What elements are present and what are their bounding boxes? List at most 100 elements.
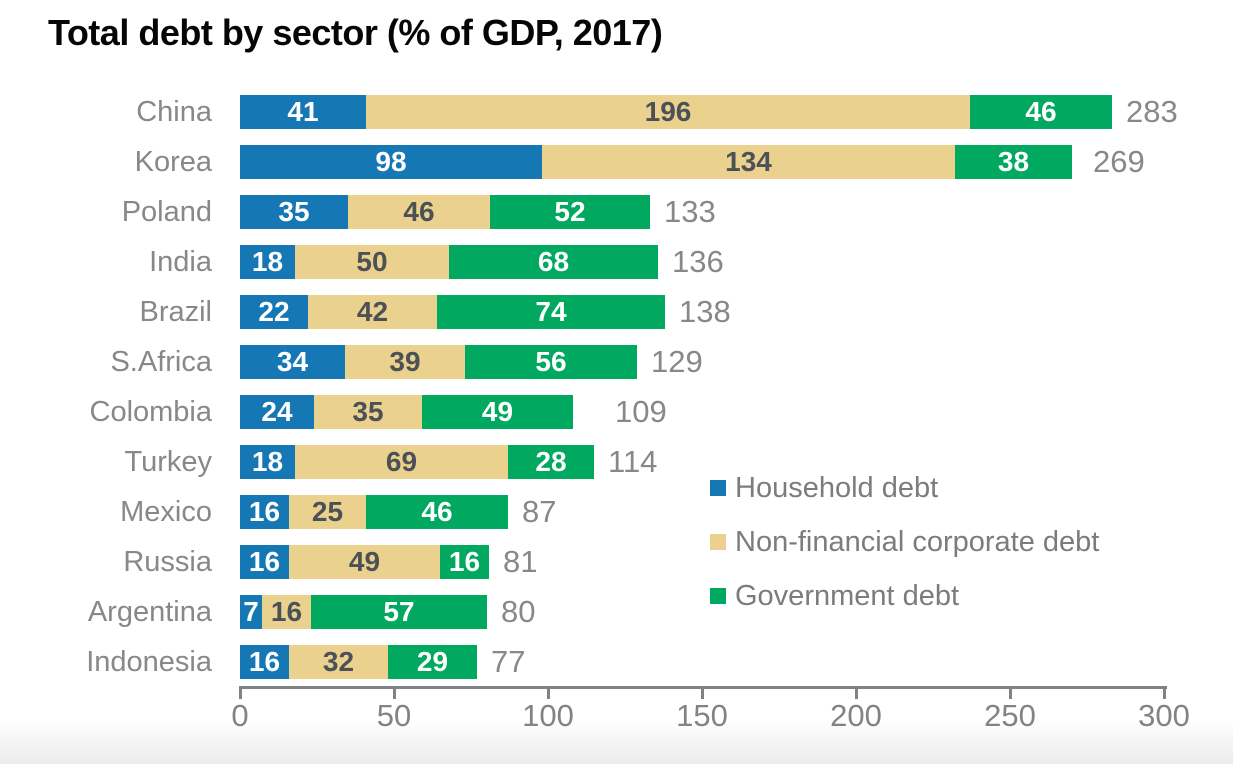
bar-segment-government-debt: 46 — [970, 95, 1112, 129]
bar-segment-household-debt: 16 — [240, 545, 289, 579]
category-label: Colombia — [89, 396, 213, 428]
stacked-bar: 34 39 56 129 — [240, 345, 703, 379]
axis-tick — [701, 686, 704, 699]
bar-row: China 41 196 46 283 — [0, 95, 1233, 129]
bar-segment-non-financial-corporate-debt: 35 — [314, 395, 422, 429]
bar-segment-government-debt: 16 — [440, 545, 489, 579]
bar-segment-non-financial-corporate-debt: 49 — [289, 545, 440, 579]
stacked-bar: 18 50 68 136 — [240, 245, 724, 279]
bar-row: Argentina 7 16 57 80 — [0, 595, 1233, 629]
bar-row: Indonesia 16 32 29 77 — [0, 645, 1233, 679]
bar-row: Brazil 22 42 74 138 — [0, 295, 1233, 329]
axis-tick — [1009, 686, 1012, 699]
bar-row: Turkey 18 69 28 114 — [0, 445, 1233, 479]
category-label: Korea — [134, 146, 212, 178]
bar-segment-household-debt: 16 — [240, 495, 289, 529]
total-label: 114 — [608, 444, 658, 479]
bar-segment-household-debt: 22 — [240, 295, 308, 329]
total-label: 109 — [615, 394, 667, 429]
total-label: 81 — [503, 544, 538, 579]
chart-title: Total debt by sector (% of GDP, 2017) — [48, 12, 663, 53]
stacked-bar: 7 16 57 80 — [240, 595, 535, 629]
category-label: Poland — [121, 196, 212, 228]
bar-segment-non-financial-corporate-debt: 134 — [542, 145, 955, 179]
axis-tick — [855, 686, 858, 699]
axis-tick-label: 300 — [1138, 698, 1190, 733]
bar-segment-household-debt: 18 — [240, 245, 295, 279]
legend: Household debt Non-financial corporate de… — [710, 472, 1099, 634]
legend-item: Non-financial corporate debt — [710, 526, 1099, 558]
axis-tick-label: 0 — [231, 698, 249, 733]
bar-segment-non-financial-corporate-debt: 42 — [308, 295, 437, 329]
bar-segment-government-debt: 28 — [508, 445, 594, 479]
bar-segment-non-financial-corporate-debt: 25 — [289, 495, 366, 529]
category-label: Russia — [123, 546, 212, 578]
stacked-bar: 22 42 74 138 — [240, 295, 731, 329]
total-label: 138 — [679, 294, 731, 329]
bar-row: Poland 35 46 52 133 — [0, 195, 1233, 229]
total-label: 136 — [672, 244, 724, 279]
bar-segment-household-debt: 16 — [240, 645, 289, 679]
bar-segment-household-debt: 7 — [240, 595, 262, 629]
stacked-bar: 16 49 16 81 — [240, 545, 537, 579]
category-label: Brazil — [139, 296, 212, 328]
bar-segment-non-financial-corporate-debt: 39 — [345, 345, 465, 379]
bar-segment-household-debt: 18 — [240, 445, 295, 479]
total-label: 77 — [491, 644, 526, 679]
category-label: Turkey — [124, 446, 212, 478]
legend-swatch-icon — [710, 480, 726, 496]
total-label: 269 — [1093, 144, 1145, 179]
category-label: India — [149, 246, 212, 278]
bar-segment-household-debt: 24 — [240, 395, 314, 429]
legend-label: Government debt — [735, 579, 960, 612]
stacked-bar: 18 69 28 114 — [240, 445, 657, 479]
axis-tick — [393, 686, 396, 699]
total-label: 133 — [664, 194, 716, 229]
category-label: Indonesia — [86, 646, 212, 678]
bar-segment-government-debt: 56 — [465, 345, 637, 379]
axis-tick — [547, 686, 550, 699]
category-label: China — [136, 96, 212, 128]
stacked-bar: 16 32 29 77 — [240, 645, 525, 679]
bar-segment-household-debt: 41 — [240, 95, 366, 129]
axis-tick-label: 100 — [522, 698, 574, 733]
legend-swatch-icon — [710, 534, 726, 550]
bar-row: Mexico 16 25 46 87 — [0, 495, 1233, 529]
total-label: 283 — [1126, 94, 1178, 129]
stacked-bar: 98 134 38 269 — [240, 145, 1145, 179]
legend-item: Household debt — [710, 472, 1099, 504]
bar-segment-household-debt: 35 — [240, 195, 348, 229]
bar-segment-household-debt: 34 — [240, 345, 345, 379]
bar-row: S.Africa 34 39 56 129 — [0, 345, 1233, 379]
bar-segment-government-debt: 49 — [422, 395, 573, 429]
bar-row: Russia 16 49 16 81 — [0, 545, 1233, 579]
legend-swatch-icon — [710, 588, 726, 604]
bar-row: Colombia 24 35 49 109 — [0, 395, 1233, 429]
total-label: 87 — [522, 494, 557, 529]
bar-segment-non-financial-corporate-debt: 50 — [295, 245, 449, 279]
bar-segment-government-debt: 52 — [490, 195, 650, 229]
category-label: Mexico — [120, 496, 212, 528]
legend-label: Household debt — [735, 471, 939, 504]
stacked-bar: 16 25 46 87 — [240, 495, 556, 529]
bar-segment-government-debt: 38 — [955, 145, 1072, 179]
bar-segment-government-debt: 57 — [311, 595, 487, 629]
axis-tick-label: 50 — [376, 698, 412, 733]
bar-row: India 18 50 68 136 — [0, 245, 1233, 279]
bar-segment-non-financial-corporate-debt: 196 — [366, 95, 970, 129]
stacked-bar: 35 46 52 133 — [240, 195, 716, 229]
bar-segment-non-financial-corporate-debt: 69 — [295, 445, 508, 479]
axis-tick-label: 150 — [676, 698, 728, 733]
axis-tick — [239, 686, 242, 699]
bar-segment-non-financial-corporate-debt: 46 — [348, 195, 490, 229]
bar-segment-household-debt: 98 — [240, 145, 542, 179]
bar-segment-non-financial-corporate-debt: 16 — [262, 595, 311, 629]
total-label: 129 — [651, 344, 703, 379]
axis-tick-label: 250 — [984, 698, 1036, 733]
stacked-bar: 41 196 46 283 — [240, 95, 1178, 129]
axis-tick-label: 200 — [830, 698, 882, 733]
legend-label: Non-financial corporate debt — [735, 525, 1100, 558]
bar-segment-government-debt: 29 — [388, 645, 477, 679]
bar-segment-government-debt: 74 — [437, 295, 665, 329]
